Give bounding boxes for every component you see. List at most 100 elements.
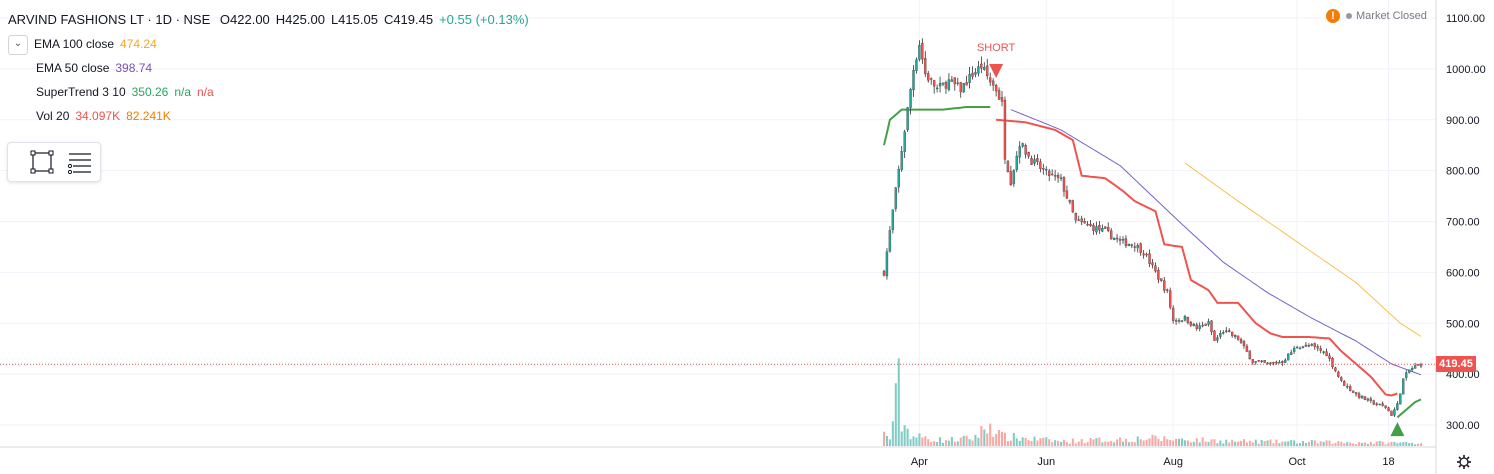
candle — [1115, 237, 1119, 240]
candle — [1381, 403, 1384, 406]
candle — [977, 66, 980, 74]
candle — [1160, 278, 1163, 281]
rectangle-select-icon[interactable] — [28, 148, 56, 176]
y-tick-label: 800.00 — [1446, 166, 1480, 178]
volume-bar — [1384, 444, 1387, 446]
candle — [1112, 237, 1116, 241]
volume-bar — [1287, 441, 1290, 446]
candle — [962, 83, 965, 93]
candle — [956, 82, 959, 84]
volume-bar — [1239, 440, 1243, 446]
volume-bar — [1154, 435, 1157, 446]
volume-bar — [918, 433, 921, 446]
volume-bar — [1417, 443, 1420, 446]
volume-bar — [1101, 442, 1104, 446]
volume-bar — [1281, 441, 1284, 446]
candle — [935, 87, 939, 90]
candle — [1307, 345, 1311, 347]
candle — [906, 107, 909, 131]
symbol-title[interactable]: ARVIND FASHIONS LT · 1D · NSE — [8, 12, 211, 27]
volume-bar — [1148, 438, 1151, 446]
volume-bar — [1219, 440, 1222, 446]
candle — [1354, 392, 1358, 395]
candle — [888, 230, 892, 252]
volume-bar — [924, 436, 927, 446]
candle — [1104, 226, 1107, 229]
candle — [915, 59, 918, 71]
volume-bar — [1098, 437, 1101, 446]
volume-bar — [1139, 439, 1142, 446]
candle — [1021, 143, 1024, 147]
candle — [1316, 346, 1319, 349]
candle — [1201, 324, 1204, 327]
indicator-value: 474.24 — [120, 37, 157, 51]
indicator-value: n/a — [174, 85, 192, 99]
candle — [1092, 224, 1095, 231]
candle — [1095, 226, 1098, 233]
candle — [1363, 396, 1367, 400]
chart-legend: ARVIND FASHIONS LT · 1D · NSE O422.00 H42… — [8, 8, 541, 128]
candle — [1107, 227, 1110, 231]
volume-bars — [882, 358, 1423, 446]
candle — [1089, 224, 1092, 226]
close-value: C419.45 — [383, 12, 434, 27]
volume-bar — [1027, 440, 1030, 446]
candle — [1018, 146, 1021, 158]
volume-bar — [1393, 441, 1396, 446]
candle — [1171, 307, 1175, 321]
volume-bar — [1186, 440, 1189, 446]
status-dot-icon — [1346, 13, 1352, 19]
candle — [1012, 170, 1016, 185]
candle — [971, 72, 974, 77]
volume-bar — [1222, 443, 1225, 446]
candle — [924, 58, 927, 75]
volume-bar — [980, 426, 983, 446]
volume-bar — [1334, 442, 1337, 446]
candle — [1015, 155, 1018, 170]
candle — [1042, 168, 1045, 170]
indicator-lines — [883, 106, 1422, 419]
volume-bar — [900, 431, 903, 446]
candle — [986, 65, 989, 77]
candle — [1239, 339, 1243, 343]
volume-bar — [1039, 438, 1042, 446]
candle — [1051, 173, 1054, 176]
candle — [1124, 238, 1128, 246]
indicator-row[interactable]: ⌄ EMA 100 close 474.24 — [8, 32, 541, 56]
ohlc-values: O422.00 H425.00 L415.05 C419.45 +0.55 (+0.13… — [220, 12, 535, 27]
candle — [1183, 316, 1187, 321]
volume-bar — [882, 431, 886, 446]
indicator-row[interactable]: EMA 50 close 398.74 — [8, 56, 541, 80]
volume-bar — [1207, 441, 1210, 446]
indicator-row[interactable]: Vol 20 34.097K 82.241K — [8, 104, 541, 128]
object-tree-icon[interactable] — [66, 148, 94, 176]
volume-bar — [1225, 439, 1228, 446]
volume-bar — [1387, 442, 1390, 446]
volume-bar — [921, 437, 924, 446]
candle — [1169, 290, 1172, 308]
candle — [994, 84, 998, 92]
candle — [1275, 361, 1278, 364]
candle — [1154, 265, 1157, 272]
volume-bar — [1024, 437, 1027, 446]
candle — [1222, 332, 1225, 334]
gear-icon[interactable] — [1456, 454, 1472, 470]
warning-icon[interactable]: ! — [1326, 9, 1340, 23]
candle — [1408, 369, 1411, 373]
candle — [983, 67, 986, 70]
candle — [1083, 221, 1086, 224]
chevron-down-icon[interactable]: ⌄ — [8, 34, 28, 55]
candle — [1287, 353, 1290, 361]
indicator-row[interactable]: SuperTrend 3 10 350.26 n/a n/a — [8, 80, 541, 104]
candle — [1228, 330, 1231, 332]
y-tick-label: 600.00 — [1446, 267, 1480, 279]
candle — [950, 79, 954, 82]
candle — [1346, 386, 1349, 388]
indicator-value: 82.241K — [126, 109, 171, 123]
candle — [1413, 365, 1417, 369]
volume-bar — [1275, 439, 1278, 446]
candle — [927, 73, 930, 81]
volume-bar — [1018, 440, 1021, 446]
low-value: L415.05 — [330, 12, 378, 27]
